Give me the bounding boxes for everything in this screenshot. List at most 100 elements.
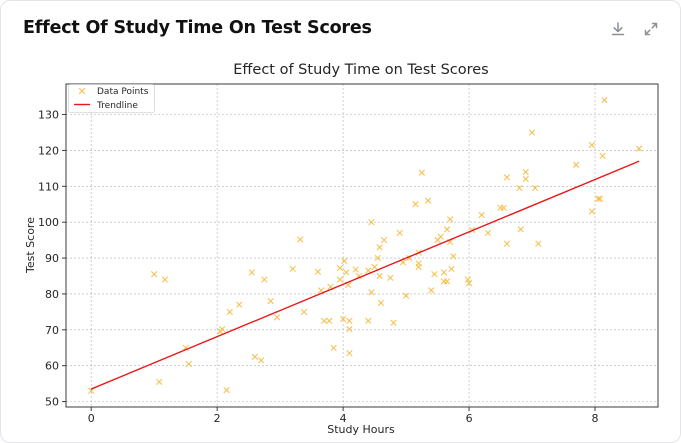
data-point	[150, 271, 158, 278]
data-point	[528, 129, 536, 136]
data-point	[267, 297, 274, 305]
data-point	[588, 208, 596, 215]
chart-title: Effect of Study Time on Test Scores	[233, 62, 489, 78]
series	[88, 96, 643, 395]
data-point	[185, 360, 192, 368]
data-point	[346, 325, 353, 333]
data-point	[522, 175, 529, 183]
plot-frame	[65, 83, 659, 408]
data-point	[346, 349, 353, 357]
data-point	[465, 279, 473, 287]
data-point	[371, 263, 378, 271]
legend-label-trendline: Trendline	[96, 101, 138, 111]
data-point	[341, 257, 348, 265]
data-point	[503, 174, 511, 181]
data-point	[314, 268, 322, 275]
data-point	[418, 169, 426, 176]
data-point	[424, 197, 432, 204]
data-point	[446, 216, 454, 223]
data-point	[443, 226, 451, 233]
expand-icon	[644, 22, 658, 36]
data-point	[376, 244, 383, 251]
y-tick-label: 70	[45, 324, 59, 337]
data-point	[437, 233, 444, 240]
data-point	[336, 276, 344, 283]
data-point	[376, 272, 383, 280]
data-point	[517, 226, 524, 233]
legend-marker-data-points	[78, 87, 86, 95]
data-point	[156, 378, 163, 386]
data-point	[415, 260, 422, 267]
data-point	[236, 301, 243, 308]
data-point	[572, 161, 580, 168]
y-ticks: 50 60 70 80 90 100 110 120 130	[38, 109, 66, 409]
data-point	[300, 308, 308, 316]
data-point	[380, 236, 388, 244]
data-point	[339, 315, 347, 323]
data-point	[343, 269, 350, 276]
data-point	[478, 211, 485, 219]
data-point	[503, 240, 511, 247]
data-point	[352, 266, 359, 273]
x-axis-label: Study Hours	[327, 423, 395, 436]
y-tick-label: 80	[45, 288, 59, 301]
data-point	[289, 265, 296, 273]
data-point	[431, 271, 438, 278]
data-point	[412, 201, 419, 208]
data-point	[601, 96, 608, 104]
data-point	[516, 184, 523, 192]
data-point	[248, 269, 255, 276]
data-point	[450, 253, 457, 260]
legend: Data Points Trendline	[68, 84, 155, 113]
x-tick-label: 8	[592, 412, 599, 425]
x-tick-label: 2	[214, 412, 221, 425]
download-icon	[611, 22, 625, 36]
data-point	[365, 317, 372, 325]
data-point	[273, 314, 281, 321]
x-ticks: 0 2 4 6 8	[88, 407, 599, 425]
data-point	[161, 276, 169, 283]
y-tick-label: 130	[38, 109, 59, 122]
data-point	[226, 308, 233, 316]
data-point	[396, 229, 403, 237]
data-point	[635, 145, 643, 152]
card-title: Effect Of Study Time On Test Scores	[23, 18, 372, 38]
y-tick-label: 60	[45, 360, 59, 373]
data-point	[218, 325, 226, 333]
data-point	[402, 292, 410, 299]
x-tick-label: 0	[88, 412, 95, 425]
y-tick-label: 100	[38, 216, 59, 229]
data-point	[321, 317, 328, 325]
trendline	[90, 160, 640, 390]
data-point	[330, 344, 337, 351]
data-point	[443, 278, 451, 285]
data-point	[596, 195, 604, 203]
data-point	[484, 229, 492, 237]
expand-button[interactable]	[641, 19, 661, 39]
data-point	[535, 240, 542, 247]
data-point	[522, 168, 529, 176]
data-point	[374, 254, 381, 262]
data-point	[297, 236, 304, 243]
data-point	[368, 288, 375, 296]
legend-label-data-points: Data Points	[97, 87, 149, 97]
legend-box	[68, 84, 155, 113]
download-button[interactable]	[608, 19, 628, 39]
y-tick-label: 90	[45, 252, 59, 265]
data-point	[532, 184, 539, 192]
data-point	[377, 299, 385, 307]
data-point	[223, 386, 230, 394]
y-tick-label: 110	[38, 180, 59, 193]
data-point	[464, 276, 471, 283]
y-tick-label: 120	[38, 144, 59, 157]
legend-x-marker	[78, 87, 86, 95]
data-point	[251, 353, 259, 360]
data-point	[336, 264, 344, 272]
y-tick-label: 50	[45, 396, 59, 409]
data-point	[368, 218, 375, 226]
data-point	[594, 195, 602, 203]
data-point	[390, 319, 397, 326]
data-point	[428, 287, 435, 294]
grid-lines	[66, 84, 658, 407]
